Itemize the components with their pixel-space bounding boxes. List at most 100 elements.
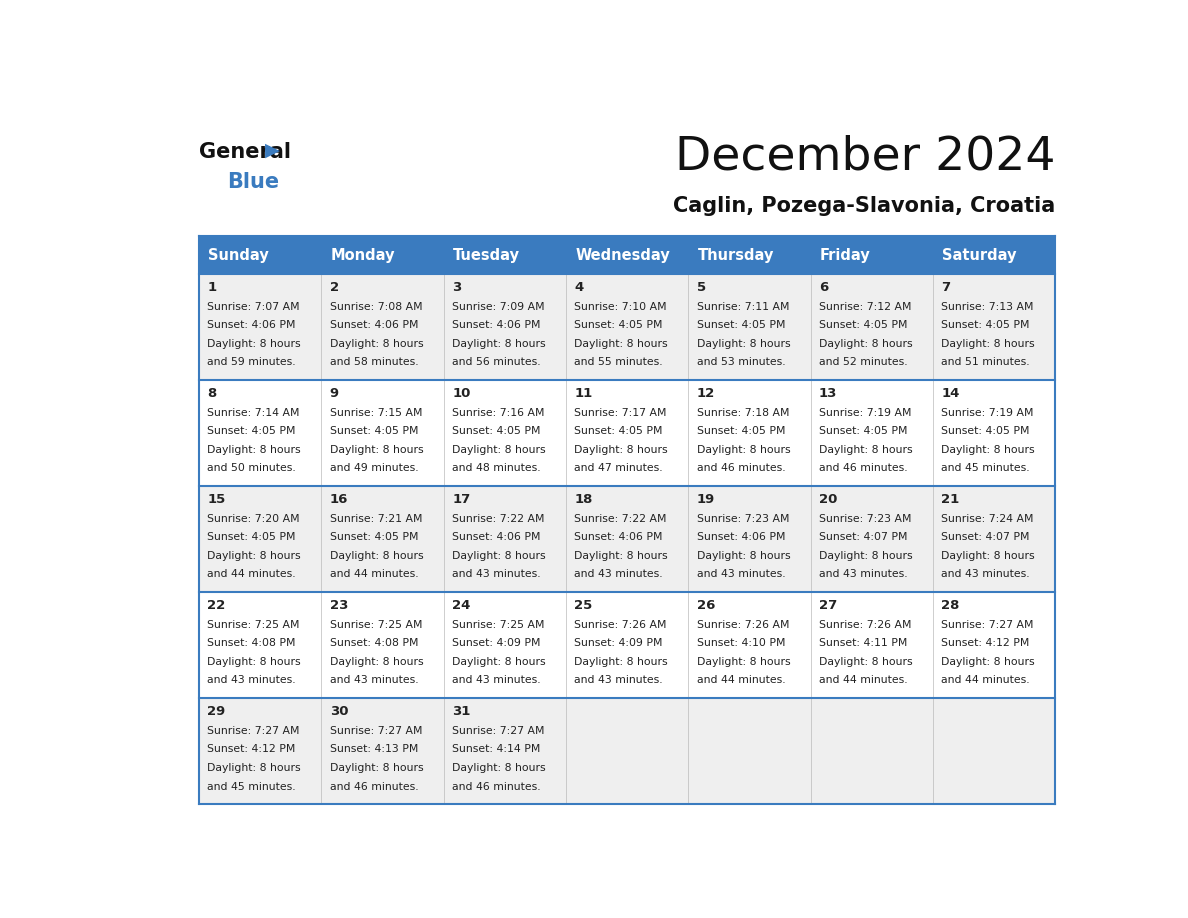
- Text: and 43 minutes.: and 43 minutes.: [696, 569, 785, 579]
- Text: 16: 16: [330, 493, 348, 506]
- Text: Sunrise: 7:17 AM: Sunrise: 7:17 AM: [574, 408, 666, 418]
- Text: 9: 9: [330, 386, 339, 399]
- Text: Daylight: 8 hours: Daylight: 8 hours: [208, 445, 301, 454]
- Text: and 48 minutes.: and 48 minutes.: [453, 464, 541, 474]
- Text: 28: 28: [941, 599, 960, 611]
- Text: 6: 6: [819, 281, 828, 294]
- Text: Sunrise: 7:25 AM: Sunrise: 7:25 AM: [453, 620, 544, 630]
- Text: and 46 minutes.: and 46 minutes.: [330, 781, 418, 791]
- Text: and 44 minutes.: and 44 minutes.: [330, 569, 418, 579]
- Text: Saturday: Saturday: [942, 248, 1017, 263]
- Text: Thursday: Thursday: [697, 248, 775, 263]
- Text: 27: 27: [819, 599, 838, 611]
- Text: Sunset: 4:06 PM: Sunset: 4:06 PM: [574, 532, 663, 543]
- Text: and 46 minutes.: and 46 minutes.: [819, 464, 908, 474]
- Text: 20: 20: [819, 493, 838, 506]
- Text: Sunset: 4:05 PM: Sunset: 4:05 PM: [941, 320, 1030, 330]
- Text: and 43 minutes.: and 43 minutes.: [574, 569, 663, 579]
- Text: Monday: Monday: [330, 248, 396, 263]
- Text: and 45 minutes.: and 45 minutes.: [941, 464, 1030, 474]
- Text: Sunset: 4:10 PM: Sunset: 4:10 PM: [696, 638, 785, 648]
- Text: Sunrise: 7:23 AM: Sunrise: 7:23 AM: [819, 514, 911, 524]
- Text: Daylight: 8 hours: Daylight: 8 hours: [574, 445, 668, 454]
- Text: Sunset: 4:14 PM: Sunset: 4:14 PM: [453, 744, 541, 755]
- Text: and 43 minutes.: and 43 minutes.: [574, 676, 663, 686]
- Text: Daylight: 8 hours: Daylight: 8 hours: [819, 551, 912, 561]
- Text: 3: 3: [453, 281, 461, 294]
- Text: Daylight: 8 hours: Daylight: 8 hours: [819, 445, 912, 454]
- Text: Sunrise: 7:19 AM: Sunrise: 7:19 AM: [941, 408, 1034, 418]
- Text: Daylight: 8 hours: Daylight: 8 hours: [208, 551, 301, 561]
- FancyBboxPatch shape: [200, 274, 1055, 380]
- Text: and 50 minutes.: and 50 minutes.: [208, 464, 296, 474]
- Text: Sunset: 4:05 PM: Sunset: 4:05 PM: [574, 320, 663, 330]
- Text: Daylight: 8 hours: Daylight: 8 hours: [941, 551, 1035, 561]
- Text: Daylight: 8 hours: Daylight: 8 hours: [453, 763, 545, 773]
- Text: and 43 minutes.: and 43 minutes.: [453, 569, 541, 579]
- Text: Sunrise: 7:21 AM: Sunrise: 7:21 AM: [330, 514, 422, 524]
- Text: Sunset: 4:05 PM: Sunset: 4:05 PM: [208, 532, 296, 543]
- Text: Sunset: 4:08 PM: Sunset: 4:08 PM: [330, 638, 418, 648]
- Text: Friday: Friday: [820, 248, 871, 263]
- Text: Daylight: 8 hours: Daylight: 8 hours: [453, 339, 545, 349]
- Text: General: General: [200, 142, 291, 162]
- Text: and 43 minutes.: and 43 minutes.: [453, 676, 541, 686]
- Text: Daylight: 8 hours: Daylight: 8 hours: [453, 445, 545, 454]
- Text: and 59 minutes.: and 59 minutes.: [208, 357, 296, 367]
- Text: December 2024: December 2024: [675, 135, 1055, 180]
- Text: Sunrise: 7:26 AM: Sunrise: 7:26 AM: [819, 620, 911, 630]
- Text: Sunrise: 7:20 AM: Sunrise: 7:20 AM: [208, 514, 301, 524]
- Text: Sunset: 4:05 PM: Sunset: 4:05 PM: [696, 320, 785, 330]
- Text: Sunset: 4:08 PM: Sunset: 4:08 PM: [208, 638, 296, 648]
- Text: Sunset: 4:05 PM: Sunset: 4:05 PM: [819, 426, 908, 436]
- Text: 26: 26: [696, 599, 715, 611]
- Text: Sunrise: 7:22 AM: Sunrise: 7:22 AM: [453, 514, 544, 524]
- Text: Sunrise: 7:10 AM: Sunrise: 7:10 AM: [574, 302, 666, 312]
- Text: Daylight: 8 hours: Daylight: 8 hours: [208, 763, 301, 773]
- Text: 31: 31: [453, 705, 470, 718]
- Text: Sunrise: 7:09 AM: Sunrise: 7:09 AM: [453, 302, 544, 312]
- Text: 17: 17: [453, 493, 470, 506]
- Text: Sunrise: 7:23 AM: Sunrise: 7:23 AM: [696, 514, 789, 524]
- Text: Sunset: 4:05 PM: Sunset: 4:05 PM: [453, 426, 541, 436]
- Text: 18: 18: [574, 493, 593, 506]
- Text: Sunset: 4:05 PM: Sunset: 4:05 PM: [330, 532, 418, 543]
- Text: ▶: ▶: [265, 140, 280, 160]
- Text: Sunset: 4:09 PM: Sunset: 4:09 PM: [453, 638, 541, 648]
- Text: Daylight: 8 hours: Daylight: 8 hours: [696, 445, 790, 454]
- Text: Sunrise: 7:22 AM: Sunrise: 7:22 AM: [574, 514, 666, 524]
- Text: and 43 minutes.: and 43 minutes.: [819, 569, 908, 579]
- Text: Caglin, Pozega-Slavonia, Croatia: Caglin, Pozega-Slavonia, Croatia: [674, 196, 1055, 217]
- Text: Sunset: 4:06 PM: Sunset: 4:06 PM: [696, 532, 785, 543]
- FancyBboxPatch shape: [200, 487, 1055, 592]
- Text: 7: 7: [941, 281, 950, 294]
- Text: 12: 12: [696, 386, 715, 399]
- Text: Sunset: 4:12 PM: Sunset: 4:12 PM: [941, 638, 1030, 648]
- Text: Daylight: 8 hours: Daylight: 8 hours: [696, 551, 790, 561]
- Text: 25: 25: [574, 599, 593, 611]
- Text: 4: 4: [574, 281, 583, 294]
- Text: Sunrise: 7:27 AM: Sunrise: 7:27 AM: [453, 726, 544, 736]
- Text: and 44 minutes.: and 44 minutes.: [208, 569, 296, 579]
- Text: 8: 8: [208, 386, 216, 399]
- Text: and 55 minutes.: and 55 minutes.: [574, 357, 663, 367]
- Text: Sunrise: 7:16 AM: Sunrise: 7:16 AM: [453, 408, 544, 418]
- Text: and 44 minutes.: and 44 minutes.: [941, 676, 1030, 686]
- Text: and 51 minutes.: and 51 minutes.: [941, 357, 1030, 367]
- Text: Sunset: 4:13 PM: Sunset: 4:13 PM: [330, 744, 418, 755]
- Text: Daylight: 8 hours: Daylight: 8 hours: [696, 339, 790, 349]
- Text: Daylight: 8 hours: Daylight: 8 hours: [208, 657, 301, 666]
- Text: Daylight: 8 hours: Daylight: 8 hours: [330, 551, 423, 561]
- Text: Sunrise: 7:25 AM: Sunrise: 7:25 AM: [208, 620, 299, 630]
- Text: 21: 21: [941, 493, 960, 506]
- Text: Sunset: 4:05 PM: Sunset: 4:05 PM: [696, 426, 785, 436]
- Text: 10: 10: [453, 386, 470, 399]
- Text: Sunset: 4:06 PM: Sunset: 4:06 PM: [330, 320, 418, 330]
- Text: 30: 30: [330, 705, 348, 718]
- Text: 1: 1: [208, 281, 216, 294]
- Text: and 56 minutes.: and 56 minutes.: [453, 357, 541, 367]
- Text: and 47 minutes.: and 47 minutes.: [574, 464, 663, 474]
- Text: and 45 minutes.: and 45 minutes.: [208, 781, 296, 791]
- Text: Daylight: 8 hours: Daylight: 8 hours: [453, 657, 545, 666]
- Text: and 52 minutes.: and 52 minutes.: [819, 357, 908, 367]
